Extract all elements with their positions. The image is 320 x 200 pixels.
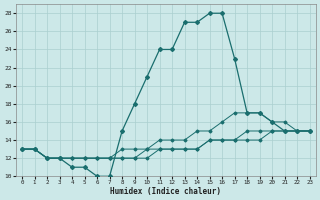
X-axis label: Humidex (Indice chaleur): Humidex (Indice chaleur) [110, 187, 221, 196]
